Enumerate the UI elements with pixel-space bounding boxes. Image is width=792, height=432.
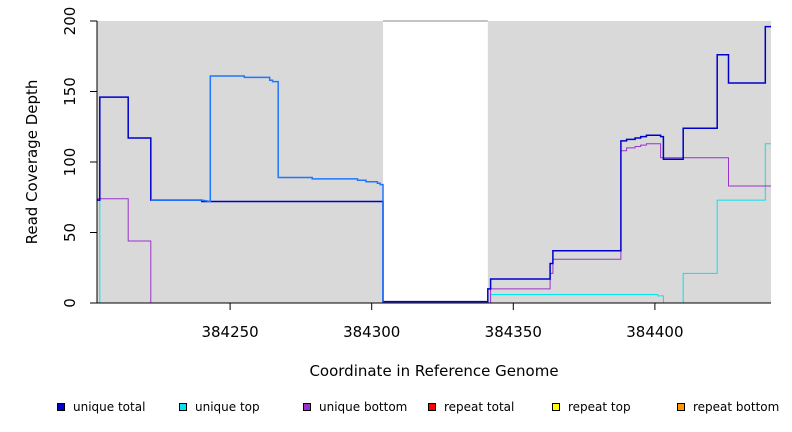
legend-item-unique-total: unique total — [57, 400, 145, 414]
legend-label: repeat top — [568, 400, 631, 414]
legend: unique total unique top unique bottom repea… — [0, 400, 792, 420]
y-tick-label: 50 — [61, 223, 79, 242]
legend-label: unique top — [195, 400, 260, 414]
y-axis-title: Read Coverage Depth — [23, 80, 41, 245]
legend-label: unique bottom — [319, 400, 408, 414]
legend-item-unique-top: unique top — [179, 400, 260, 414]
legend-swatch — [179, 403, 187, 411]
legend-swatch — [303, 403, 311, 411]
shaded-region-2 — [487, 21, 771, 303]
legend-label: repeat total — [444, 400, 515, 414]
y-tick-label: 150 — [61, 77, 79, 106]
legend-swatch — [428, 403, 436, 411]
legend-label: repeat bottom — [693, 400, 780, 414]
legend-swatch — [552, 403, 560, 411]
y-tick-label: 200 — [61, 7, 79, 36]
x-tick-label: 384250 — [201, 323, 258, 341]
legend-item-repeat-top: repeat top — [552, 400, 631, 414]
shaded-regions — [97, 20, 771, 303]
legend-item-repeat-bottom: repeat bottom — [677, 400, 779, 414]
x-tick-label: 384300 — [343, 323, 400, 341]
shaded-region-1 — [97, 21, 384, 303]
x-axis-ticks: 384250 384300 384350 384400 — [201, 303, 684, 341]
x-tick-label: 384400 — [626, 323, 683, 341]
legend-swatch — [57, 403, 65, 411]
legend-item-repeat-total: repeat total — [428, 400, 514, 414]
x-tick-label: 384350 — [485, 323, 542, 341]
legend-swatch — [677, 403, 685, 411]
legend-label: unique total — [73, 400, 146, 414]
x-axis-title: Coordinate in Reference Genome — [309, 362, 558, 380]
y-tick-label: 100 — [61, 148, 79, 177]
series-line-series-overlap — [150, 75, 384, 302]
y-tick-label: 0 — [61, 298, 79, 308]
legend-item-unique-bottom: unique bottom — [303, 400, 407, 414]
y-axis-ticks: 0 50 100 150 200 — [61, 7, 97, 308]
